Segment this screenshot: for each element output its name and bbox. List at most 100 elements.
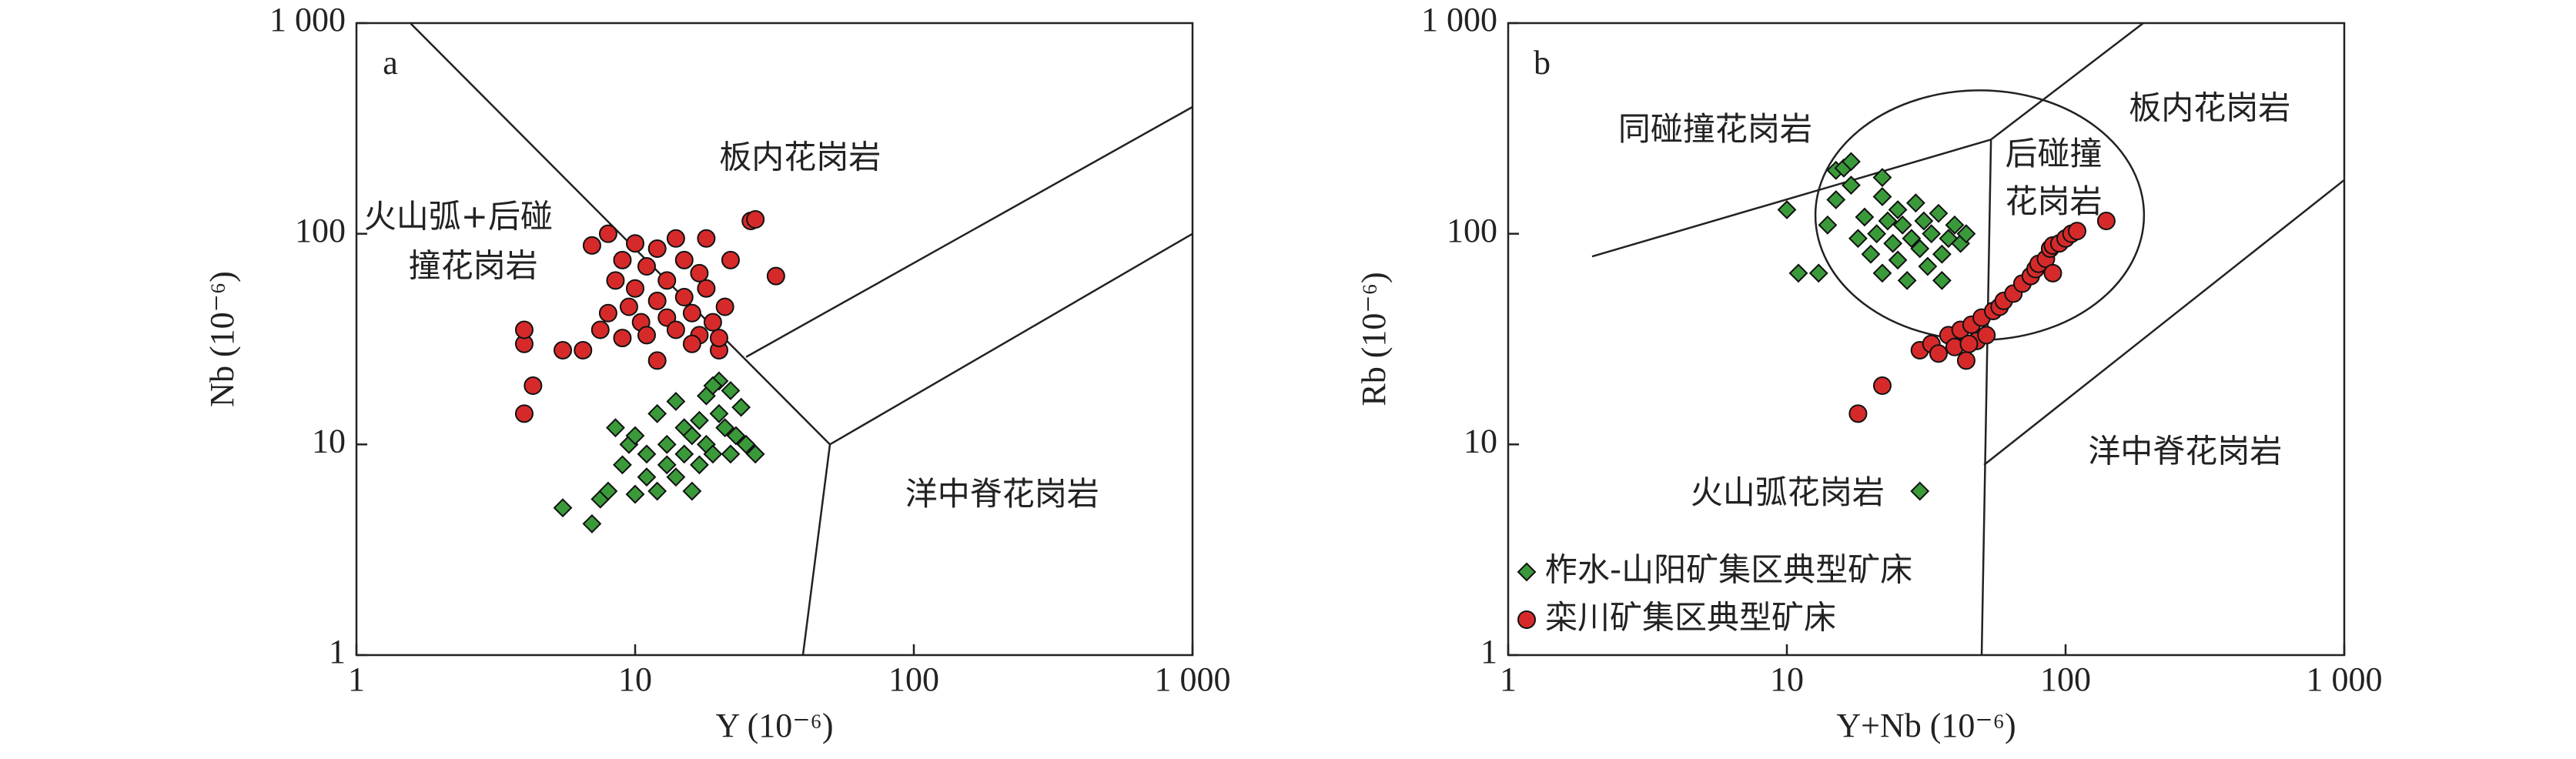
data-point — [674, 444, 694, 464]
data-point — [1842, 152, 1861, 172]
data-point — [613, 455, 632, 475]
field-boundary — [1980, 139, 1992, 655]
data-point — [1848, 404, 1868, 423]
data-point — [1918, 256, 1938, 276]
data-point — [647, 481, 667, 501]
data-point — [666, 467, 686, 487]
data-point — [666, 320, 685, 339]
x-tick-label: 10 — [1770, 660, 1804, 698]
data-point — [1892, 215, 1912, 235]
field-label: 板内花岗岩 — [2129, 89, 2290, 126]
data-point — [721, 381, 741, 400]
data-point — [721, 250, 740, 269]
data-point — [690, 410, 709, 430]
data-point — [637, 326, 656, 345]
data-point — [715, 297, 734, 316]
data-point — [1910, 239, 1930, 259]
data-point — [606, 271, 625, 290]
data-point — [1932, 244, 1952, 264]
data-point — [647, 239, 667, 258]
data-point — [1872, 263, 1892, 283]
data-point — [1842, 176, 1861, 196]
y-tick-label: 1 — [1480, 633, 1497, 670]
data-point — [1956, 224, 1976, 244]
data-point — [598, 481, 618, 501]
data-point — [657, 434, 677, 454]
data-point — [582, 236, 601, 255]
data-point — [1808, 263, 1828, 283]
y-tick-label: 10 — [312, 422, 346, 460]
field-label: 洋中脊花岗岩 — [905, 475, 1099, 513]
y-axis-label: Nb (10⁻⁶) — [203, 271, 241, 407]
y-tick-label: 1 — [329, 633, 346, 670]
legend-marker — [1517, 610, 1536, 629]
data-point — [1914, 211, 1934, 231]
series — [1777, 152, 1976, 501]
data-point — [1855, 207, 1875, 227]
data-point — [1861, 244, 1881, 264]
x-tick-label: 1 000 — [1155, 660, 1231, 698]
data-point — [524, 376, 543, 396]
field-label: 板内花岗岩 — [719, 138, 881, 176]
x-tick-label: 100 — [888, 660, 939, 698]
data-point — [1922, 224, 1942, 244]
data-point — [690, 263, 709, 283]
y-tick-label: 100 — [295, 212, 346, 249]
data-point — [598, 303, 617, 323]
data-point — [726, 426, 746, 446]
data-point — [590, 320, 610, 339]
field-label: 花岗岩 — [2005, 182, 2102, 220]
data-point — [1929, 344, 1948, 363]
series — [1848, 212, 2116, 423]
data-point — [574, 340, 593, 359]
data-point — [682, 426, 702, 446]
plot-frame — [1507, 22, 2346, 657]
data-point — [619, 297, 638, 316]
y-axis-label: Rb (10⁻⁶) — [1355, 272, 1393, 406]
data-point — [625, 426, 645, 446]
data-point — [1888, 250, 1908, 270]
data-point — [1848, 229, 1868, 249]
data-point — [582, 514, 602, 533]
data-point — [1929, 203, 1949, 223]
field-boundary — [410, 23, 831, 446]
field-boundary — [1990, 23, 2144, 141]
data-point — [731, 397, 751, 417]
field-label: 火山弧花岗岩 — [1691, 473, 1885, 511]
plot-frame — [355, 22, 1194, 657]
data-point — [697, 229, 716, 248]
legend-label: 栾川矿集区典型矿床 — [1545, 599, 1836, 637]
x-tick-label: 1 000 — [2307, 660, 2383, 698]
data-point — [554, 340, 573, 359]
panel-label: b — [1534, 44, 1551, 82]
data-point — [647, 403, 667, 423]
data-point — [514, 404, 534, 423]
field-label: 撞花岗岩 — [409, 246, 538, 284]
data-point — [2067, 222, 2086, 241]
data-point — [1788, 263, 1808, 283]
y-tick-label: 1 000 — [1421, 1, 1497, 38]
series — [553, 371, 765, 533]
data-point — [703, 376, 723, 396]
field-boundary — [829, 232, 1193, 446]
field-boundary — [801, 444, 831, 655]
data-point — [666, 229, 685, 248]
field-boundary — [1591, 139, 1992, 258]
panel-label: a — [383, 44, 398, 82]
data-point — [1777, 200, 1797, 219]
y-tick-label: 10 — [1464, 422, 1497, 460]
legend-label: 柞水-山阳矿集区典型矿床 — [1545, 551, 1912, 589]
data-point — [736, 434, 756, 454]
data-point — [715, 418, 735, 438]
series — [514, 210, 785, 423]
data-point — [647, 291, 667, 310]
data-point — [657, 455, 677, 475]
data-point — [613, 250, 632, 269]
data-point — [1897, 270, 1917, 290]
y-tick-label: 1 000 — [269, 1, 346, 38]
y-tick-label: 100 — [1447, 212, 1497, 249]
x-tick-label: 100 — [2040, 660, 2091, 698]
data-point — [1910, 481, 1930, 501]
data-point — [637, 444, 657, 464]
